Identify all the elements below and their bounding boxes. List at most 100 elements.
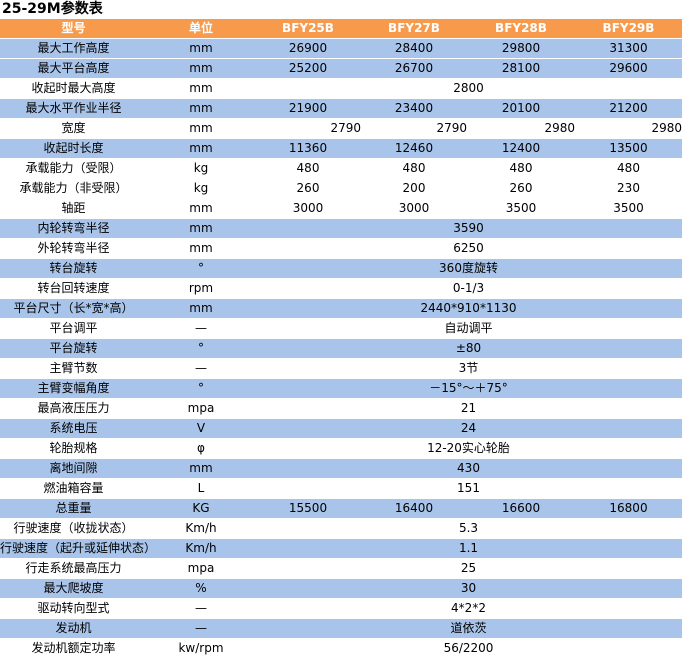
param-name: 主臂节数: [0, 358, 147, 379]
param-name: 发动机额定功率: [0, 638, 147, 659]
param-value-shared: ±80: [255, 338, 682, 359]
param-name: 平台尺寸（长*宽*高）: [0, 298, 147, 319]
param-unit: rpm: [147, 278, 255, 299]
param-name: 系统电压: [0, 418, 147, 439]
param-unit: —: [147, 318, 255, 339]
table-row: 内轮转弯半径 mm 3590: [0, 218, 682, 239]
param-value-shared: 25: [255, 558, 682, 579]
table-row: 主臂节数 —3节: [0, 358, 682, 379]
param-unit: kg: [147, 178, 255, 199]
param-value-shared: 24: [255, 418, 682, 439]
param-name: 总重量: [0, 498, 147, 519]
param-unit: —: [147, 598, 255, 619]
param-unit: mm: [147, 138, 255, 159]
table-row: 最高液压压力 mpa 21: [0, 398, 682, 419]
param-value: 2980: [575, 118, 682, 139]
param-value: 230: [575, 178, 682, 199]
param-value: 29600: [575, 58, 682, 79]
table-row: 离地间隙 mm 430: [0, 458, 682, 479]
param-value: 3000: [361, 198, 467, 219]
param-name: 轴距: [0, 198, 147, 219]
param-unit: mpa: [147, 398, 255, 419]
param-unit: mm: [147, 98, 255, 119]
param-value-shared: 6250: [255, 238, 682, 259]
table-row: 轮胎规格 φ 12-20实心轮胎: [0, 438, 682, 459]
param-value: 26700: [361, 58, 467, 79]
param-unit: °: [147, 338, 255, 359]
param-name: 发动机: [0, 618, 147, 639]
param-value: 2980: [467, 118, 575, 139]
param-unit: °: [147, 258, 255, 279]
param-value: 21200: [575, 98, 682, 119]
param-value: 29800: [467, 38, 575, 59]
param-unit: %: [147, 578, 255, 599]
param-name: 收起时最大高度: [0, 78, 147, 99]
param-name: 行驶速度（起升或延伸状态）: [0, 538, 156, 559]
param-name: 外轮转弯半径: [0, 238, 147, 259]
param-name: 驱动转向型式: [0, 598, 147, 619]
header-model: 型号: [0, 19, 147, 39]
param-value: 26900: [255, 38, 361, 59]
param-value-shared: 自动调平: [255, 318, 682, 339]
param-unit: —: [147, 618, 255, 639]
param-unit: kg: [147, 158, 255, 179]
param-value: 2790: [361, 118, 467, 139]
param-value-shared: 56/2200: [255, 638, 682, 659]
table-row: 最大工作高度 mm 26900 28400 29800 31300: [0, 38, 682, 59]
param-value: 23400: [361, 98, 467, 119]
table-row: 承载能力（非受限） kg 260 200 260 230: [0, 178, 682, 199]
param-unit: mm: [147, 458, 255, 479]
table-row: 最大爬坡度% 30: [0, 578, 682, 599]
param-name: 内轮转弯半径: [0, 218, 147, 239]
param-value: 2790: [255, 118, 361, 139]
param-value-shared: －15°～＋75°: [255, 378, 682, 399]
table-row: 驱动转向型式 —4*2*2: [0, 598, 682, 619]
param-value: 260: [255, 178, 361, 199]
param-unit: mpa: [147, 558, 255, 579]
param-value-shared: 21: [255, 398, 682, 419]
param-value-shared: 3节: [255, 358, 682, 379]
param-unit: mm: [147, 38, 255, 59]
param-name: 承载能力（非受限）: [0, 178, 147, 199]
param-value-shared: 5.3: [255, 518, 682, 539]
param-value: 16400: [361, 498, 467, 519]
header-bfy27b: BFY27B: [361, 19, 467, 39]
param-value: 200: [361, 178, 467, 199]
param-unit: Km/h: [147, 518, 255, 539]
table-row: 行驶速度（收拢状态） Km/h 5.3: [0, 518, 682, 539]
param-value-shared: 4*2*2: [255, 598, 682, 619]
param-unit: mm: [147, 238, 255, 259]
param-unit: mm: [147, 78, 255, 99]
table-row: 平台调平 — 自动调平: [0, 318, 682, 339]
param-value: 11360: [255, 138, 361, 159]
param-value-shared: 0-1/3: [255, 278, 682, 299]
param-name: 离地间隙: [0, 458, 147, 479]
param-unit: Km/h: [147, 538, 255, 559]
param-value: 28100: [467, 58, 575, 79]
table-header-row: 型号 单位 BFY25B BFY27B BFY28B BFY29B: [0, 19, 682, 39]
parameter-table: 型号 单位 BFY25B BFY27B BFY28B BFY29B 最大工作高度…: [0, 19, 682, 659]
param-value: 3500: [575, 198, 682, 219]
param-unit: mm: [147, 198, 255, 219]
table-row: 宽度 mm 2790 2790 2980 2980: [0, 118, 682, 139]
header-bfy29b: BFY29B: [575, 19, 682, 39]
param-value: 480: [361, 158, 467, 179]
param-value: 12400: [467, 138, 575, 159]
param-value: 480: [575, 158, 682, 179]
table-row: 平台尺寸（长*宽*高） mm 2440*910*1130: [0, 298, 682, 319]
param-value: 12460: [361, 138, 467, 159]
param-value: 260: [467, 178, 575, 199]
table-row: 转台回转速度 rpm 0-1/3: [0, 278, 682, 299]
param-value-shared: 3590: [255, 218, 682, 239]
param-value-shared: 151: [255, 478, 682, 499]
param-value-shared: 430: [255, 458, 682, 479]
param-unit: V: [147, 418, 255, 439]
param-name: 燃油箱容量: [0, 478, 147, 499]
table-row: 最大水平作业半径 mm 21900 23400 20100 21200: [0, 98, 682, 119]
table-row: 发动机 — 道依茨: [0, 618, 682, 639]
param-value: 480: [467, 158, 575, 179]
header-unit: 单位: [147, 19, 255, 39]
param-name: 行驶速度（收拢状态）: [0, 518, 147, 539]
param-name: 转台回转速度: [0, 278, 147, 299]
table-row: 行驶速度（起升或延伸状态） Km/h 1.1: [0, 538, 682, 559]
